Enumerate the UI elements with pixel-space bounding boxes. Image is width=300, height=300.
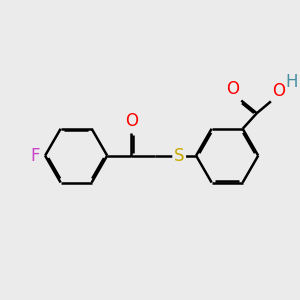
Text: O: O	[226, 80, 239, 98]
Text: O: O	[272, 82, 285, 100]
Text: S: S	[174, 147, 184, 165]
Text: F: F	[31, 147, 40, 165]
Text: O: O	[125, 112, 138, 130]
Text: H: H	[286, 73, 298, 91]
Text: S: S	[174, 147, 184, 165]
